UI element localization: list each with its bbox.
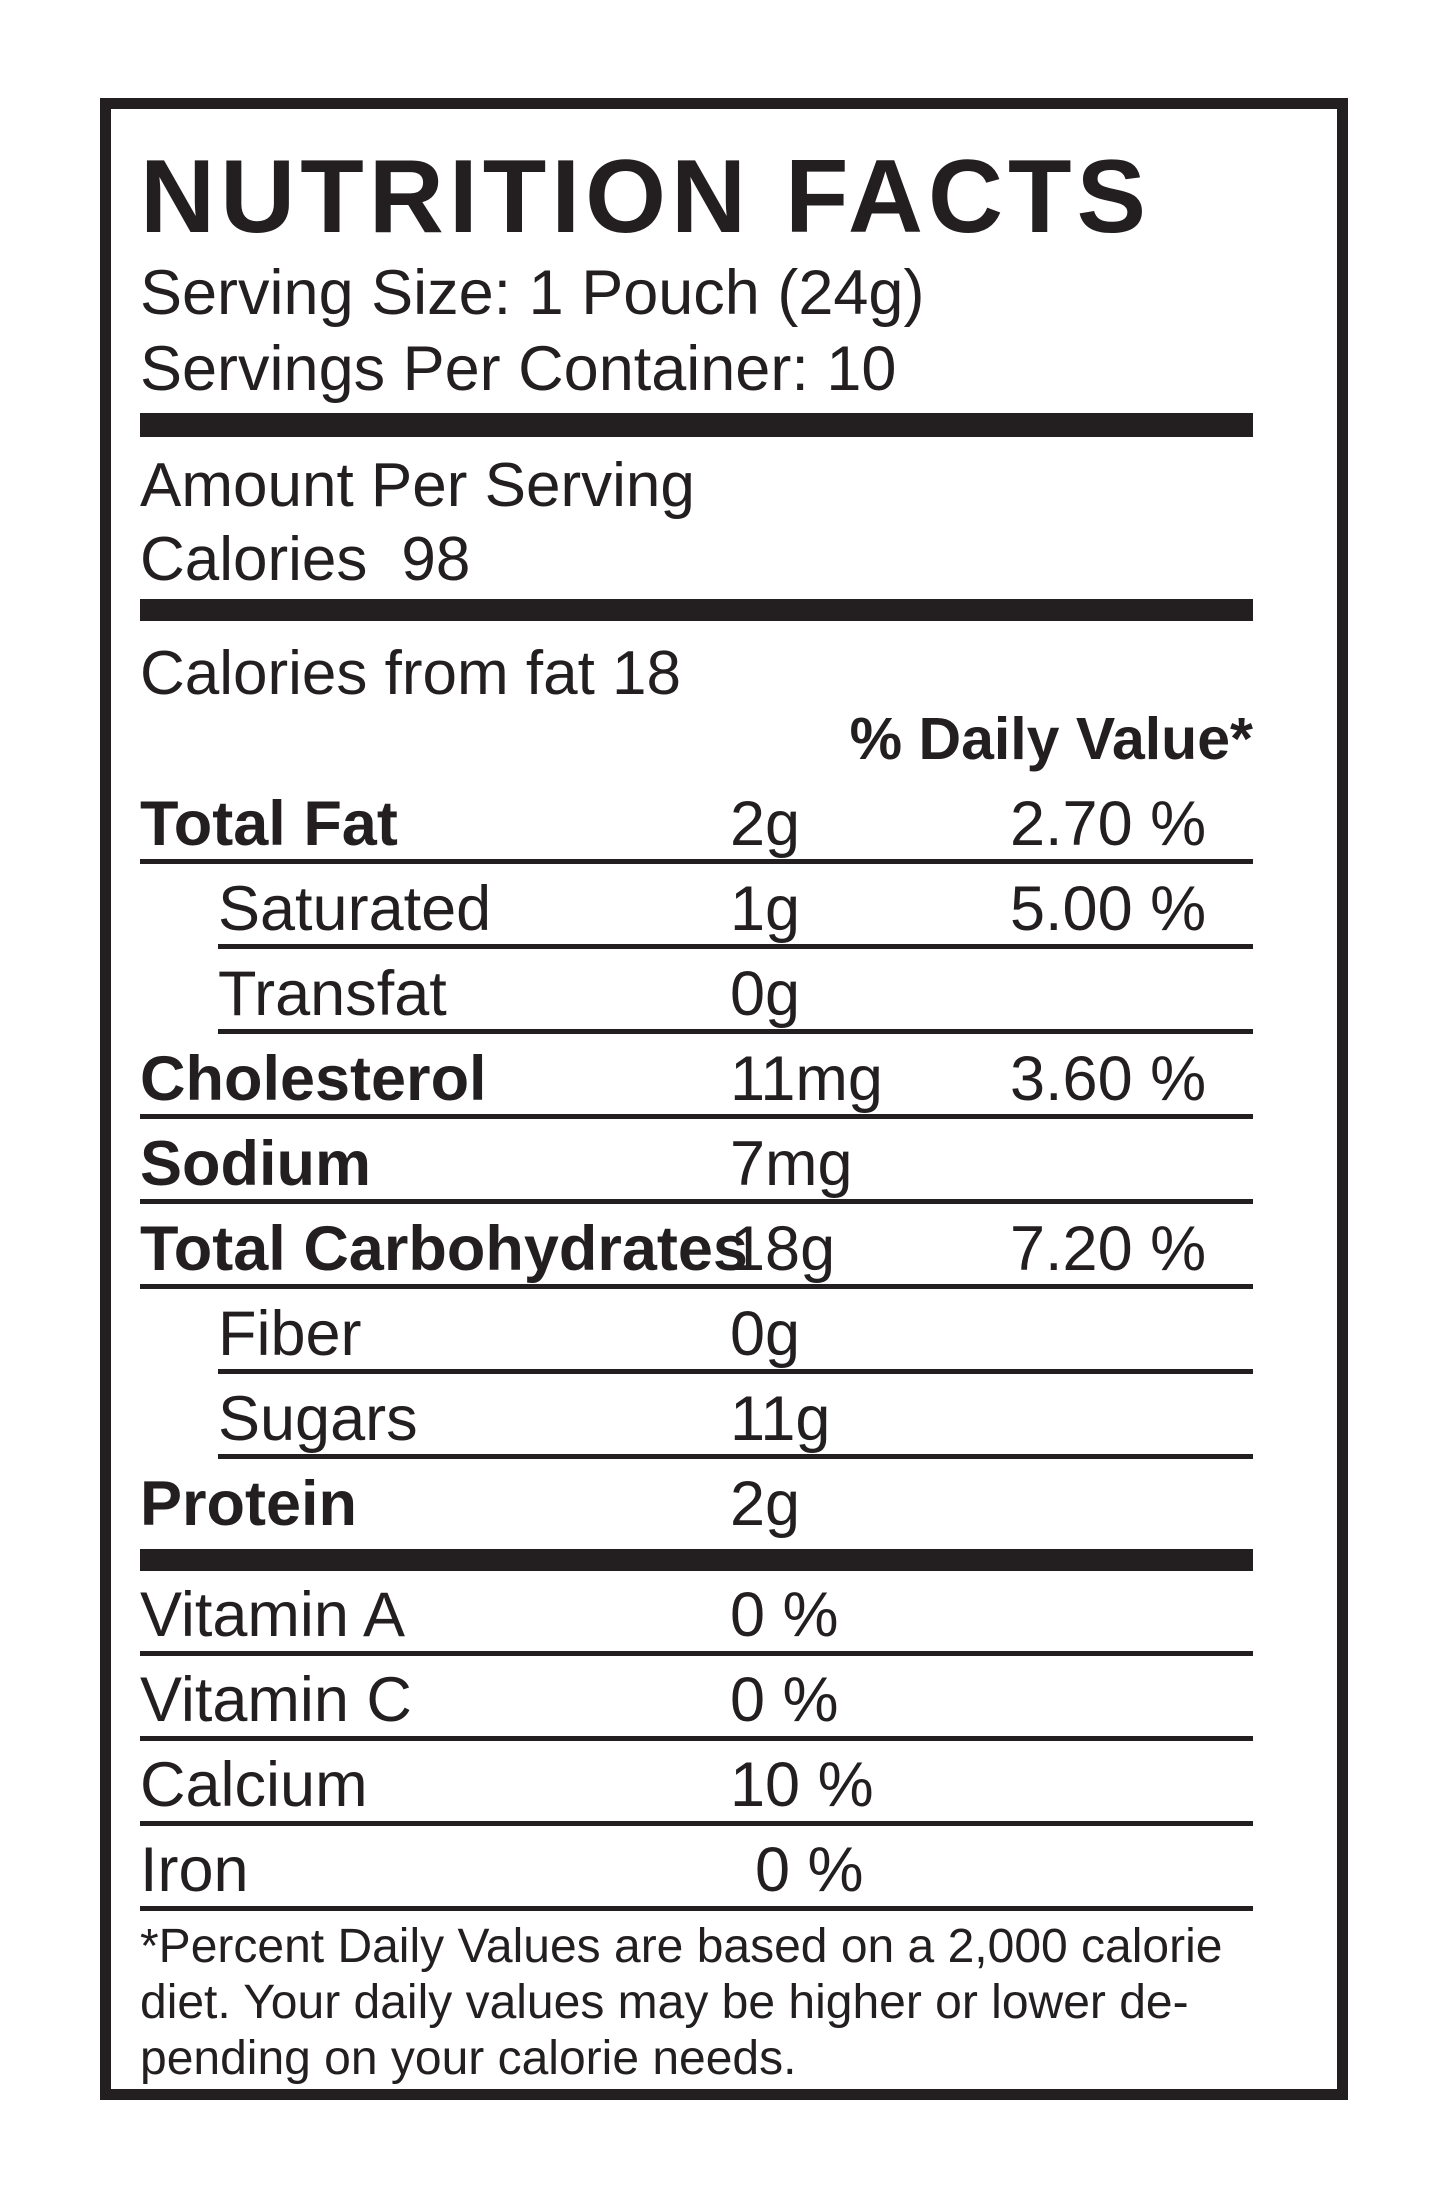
- nutrient-row-sugars: Sugars 11g: [218, 1374, 1253, 1459]
- nutrient-row-cholesterol: Cholesterol 11mg 3.60 %: [140, 1034, 1253, 1119]
- vitamin-table: Vitamin A 0 % Vitamin C 0 % Calcium 10 %…: [140, 1571, 1253, 1911]
- vitamin-name: Calcium: [140, 1750, 368, 1820]
- nutrient-amount: 0g: [730, 959, 801, 1029]
- nutrient-row-transfat: Transfat 0g: [218, 949, 1253, 1034]
- serving-size: Serving Size: 1 Pouch (24g): [140, 258, 925, 328]
- label-content: NUTRITION FACTS Serving Size: 1 Pouch (2…: [140, 109, 1253, 2087]
- nutrient-row-sodium: Sodium 7mg: [140, 1119, 1253, 1204]
- nutrient-daily-value: 5.00 %: [1010, 874, 1207, 944]
- nutrient-name: Total Fat: [140, 789, 398, 859]
- vitamin-row-vitamin-c: Vitamin C 0 %: [140, 1656, 1253, 1741]
- divider-bar-calories: [140, 599, 1253, 621]
- nutrient-row-total-carbohydrates: Total Carbohydrates 18g 7.20 %: [140, 1204, 1253, 1289]
- nutrient-name: Sodium: [140, 1129, 371, 1199]
- nutrient-name: Sugars: [218, 1384, 418, 1454]
- calories-value: 98: [401, 525, 471, 594]
- nutrient-table: Total Fat 2g 2.70 % Saturated 1g 5.00 % …: [140, 779, 1253, 1539]
- amount-per-serving: Amount Per Serving: [140, 451, 695, 520]
- nutrient-name: Total Carbohydrates: [140, 1214, 748, 1284]
- servings-per-container: Servings Per Container: 10: [140, 334, 897, 404]
- vitamin-value: 10 %: [730, 1750, 874, 1820]
- nutrient-name: Cholesterol: [140, 1044, 487, 1114]
- nutrient-amount: 18g: [730, 1214, 836, 1284]
- nutrient-name: Fiber: [218, 1299, 362, 1369]
- label-title: NUTRITION FACTS: [140, 139, 1151, 255]
- vitamin-name: Vitamin A: [140, 1580, 405, 1650]
- nutrient-name: Protein: [140, 1469, 358, 1539]
- nutrient-amount: 11mg: [730, 1044, 883, 1114]
- nutrient-row-protein: Protein 2g: [140, 1459, 1253, 1539]
- vitamin-name: Iron: [140, 1835, 249, 1905]
- nutrient-name: Transfat: [218, 959, 447, 1029]
- calories-label: Calories: [140, 525, 368, 594]
- nutrient-daily-value: 3.60 %: [1010, 1044, 1207, 1114]
- nutrient-amount: 11g: [730, 1384, 831, 1454]
- vitamin-value: 0 %: [730, 1580, 839, 1650]
- vitamin-name: Vitamin C: [140, 1665, 412, 1735]
- calories-row: Calories 98: [140, 527, 1253, 593]
- daily-value-header: % Daily Value*: [849, 706, 1253, 772]
- divider-bar-vitamins: [140, 1549, 1253, 1571]
- nutrient-daily-value: 2.70 %: [1010, 789, 1207, 859]
- vitamin-row-vitamin-a: Vitamin A 0 %: [140, 1571, 1253, 1656]
- daily-value-footnote: *Percent Daily Values are based on a 2,0…: [140, 1919, 1253, 2087]
- nutrient-amount: 7mg: [730, 1129, 853, 1199]
- calories-from-fat: Calories from fat 18: [140, 639, 681, 708]
- vitamin-value: 0 %: [755, 1835, 864, 1905]
- nutrient-row-saturated: Saturated 1g 5.00 %: [218, 864, 1253, 949]
- nutrient-amount: 0g: [730, 1299, 801, 1369]
- nutrient-amount: 2g: [730, 789, 801, 859]
- nutrient-row-fiber: Fiber 0g: [218, 1289, 1253, 1374]
- footnote-line: diet. Your daily values may be higher or…: [140, 1976, 1189, 2029]
- nutrient-row-total-fat: Total Fat 2g 2.70 %: [140, 779, 1253, 864]
- divider-bar-top: [140, 413, 1253, 437]
- nutrient-name: Saturated: [218, 874, 492, 944]
- nutrition-facts-label: NUTRITION FACTS Serving Size: 1 Pouch (2…: [100, 98, 1348, 2100]
- nutrient-amount: 2g: [730, 1469, 801, 1539]
- nutrient-daily-value: 7.20 %: [1010, 1214, 1207, 1284]
- footnote-line: *Percent Daily Values are based on a 2,0…: [140, 1920, 1223, 1973]
- vitamin-row-iron: Iron 0 %: [140, 1826, 1253, 1911]
- nutrient-amount: 1g: [730, 874, 801, 944]
- vitamin-row-calcium: Calcium 10 %: [140, 1741, 1253, 1826]
- footnote-line: pending on your calorie needs.: [140, 2032, 797, 2085]
- vitamin-value: 0 %: [730, 1665, 839, 1735]
